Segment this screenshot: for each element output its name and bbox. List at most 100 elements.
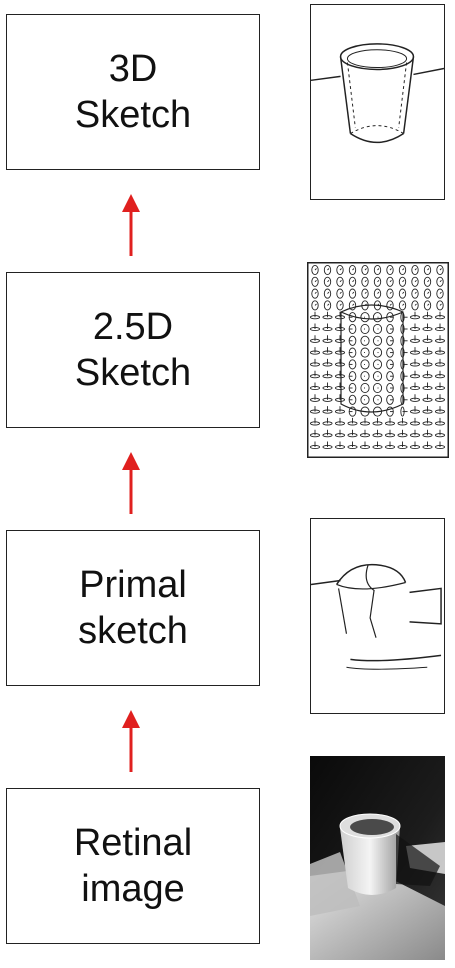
needle-glyph: [322, 347, 333, 355]
needle-glyph: [334, 347, 346, 355]
needle-glyph: [360, 323, 370, 335]
needle-glyph: [334, 335, 346, 343]
needle-glyph: [409, 441, 421, 450]
needle-glyph: [348, 382, 357, 394]
needle-glyph: [434, 370, 446, 379]
needle-glyph: [372, 359, 383, 370]
needle-glyph: [347, 441, 358, 450]
needle-glyph: [423, 300, 432, 311]
arrow-up-icon: [122, 452, 140, 514]
needle-glyph: [347, 417, 358, 426]
needle-glyph: [372, 323, 383, 335]
stage-3d-line2: Sketch: [74, 94, 192, 136]
needle-glyph: [322, 394, 333, 402]
needle-glyph: [372, 347, 383, 358]
needle-glyph: [360, 394, 370, 405]
needle-glyph: [360, 382, 370, 394]
stage-retinal-image-box: Retinal image: [6, 788, 260, 944]
needle-glyph: [436, 300, 444, 311]
needle-glyph: [360, 371, 370, 382]
needle-glyph: [309, 406, 321, 414]
needle-glyph: [322, 406, 333, 414]
needle-glyph: [334, 370, 346, 379]
needle-glyph: [373, 288, 382, 299]
needle-glyph: [386, 406, 394, 417]
needle-glyph: [398, 264, 407, 276]
needle-glyph: [397, 429, 408, 438]
needle-glyph: [422, 382, 433, 391]
orientation-needle-map-icon: [307, 262, 449, 458]
needle-glyph: [309, 382, 321, 391]
needle-glyph: [409, 417, 421, 426]
needle-glyph: [334, 429, 346, 438]
needle-glyph: [334, 417, 346, 426]
needle-glyph: [348, 264, 357, 276]
needle-glyph: [322, 335, 333, 343]
needle-glyph: [386, 300, 394, 311]
needle-glyph: [359, 417, 371, 426]
needle-glyph: [311, 264, 319, 276]
needle-glyph: [398, 300, 407, 311]
arrow-up-icon: [122, 194, 140, 256]
needle-glyph: [311, 288, 319, 299]
stage-primal-line2: sketch: [78, 610, 188, 652]
needle-glyph: [411, 288, 419, 299]
needle-glyph: [322, 370, 333, 379]
needle-glyph: [309, 323, 321, 332]
needle-glyph: [348, 394, 357, 405]
needle-glyph: [348, 300, 357, 311]
needle-glyph: [422, 370, 433, 379]
needle-glyph: [434, 323, 446, 332]
retinal-photo-icon: [310, 756, 445, 960]
needle-glyph: [360, 359, 370, 370]
needle-glyph: [423, 288, 432, 299]
needle-glyph: [384, 429, 396, 438]
needle-glyph: [311, 276, 319, 287]
needle-glyph: [309, 311, 321, 320]
needle-glyph: [322, 382, 333, 391]
needle-glyph: [384, 441, 396, 450]
needle-glyph: [386, 394, 394, 405]
needle-glyph: [434, 382, 446, 391]
needle-glyph: [409, 323, 421, 332]
needle-glyph: [334, 441, 346, 450]
needle-glyph: [434, 417, 446, 426]
needle-glyph: [322, 417, 333, 426]
needle-glyph: [398, 288, 407, 299]
needle-glyph: [422, 429, 433, 438]
needle-glyph: [336, 276, 344, 287]
needle-glyph: [347, 429, 358, 438]
needle-glyph: [422, 417, 433, 426]
needle-glyph: [423, 276, 432, 287]
stage-retinal-line2: image: [81, 868, 185, 910]
needle-glyph: [336, 288, 344, 299]
needle-glyph: [372, 394, 383, 405]
needle-glyph: [411, 276, 419, 287]
needle-glyph: [311, 300, 319, 311]
needle-glyph: [422, 311, 433, 320]
needle-glyph: [422, 323, 433, 332]
stage-2-5d-line1: 2.5D: [92, 305, 174, 348]
needle-glyph: [372, 429, 383, 438]
needle-glyph: [386, 347, 394, 358]
needle-glyph: [361, 264, 369, 276]
needle-glyph: [422, 347, 433, 355]
needle-glyph: [309, 441, 321, 450]
needle-glyph: [409, 382, 421, 391]
needle-glyph: [334, 394, 346, 402]
arrow-up-icon: [122, 710, 140, 772]
needle-glyph: [361, 276, 369, 287]
needle-glyph: [348, 288, 357, 299]
needle-glyph: [434, 358, 446, 367]
needle-glyph: [323, 288, 332, 299]
needle-glyph: [334, 323, 346, 332]
needle-glyph: [411, 264, 419, 276]
needle-glyph: [386, 264, 394, 276]
needle-glyph: [397, 417, 408, 426]
needle-glyph: [309, 370, 321, 379]
needle-glyph: [359, 441, 371, 450]
needle-glyph: [409, 370, 421, 379]
needle-glyph: [360, 335, 370, 346]
needle-glyph: [409, 358, 421, 367]
needle-glyph: [434, 406, 446, 414]
